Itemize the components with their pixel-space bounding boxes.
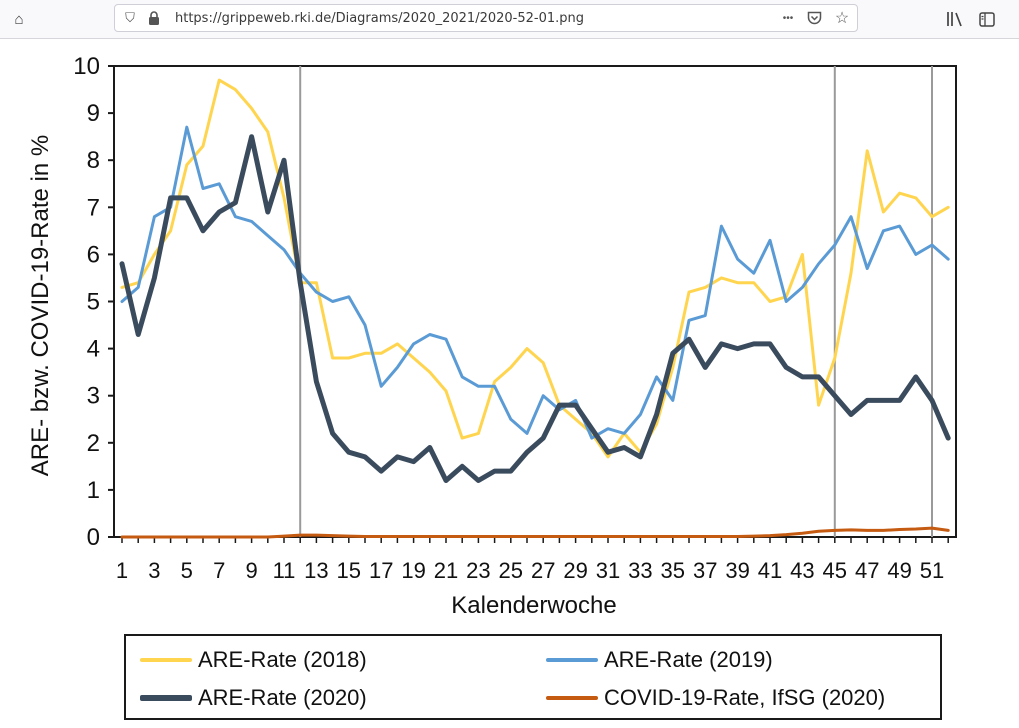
star-icon[interactable]: ☆ [834,10,850,27]
x-tick-label: 3 [148,558,160,583]
x-tick-label: 35 [661,558,685,583]
legend-label: ARE-Rate (2019) [604,647,773,672]
y-tick-label: 7 [87,194,100,221]
x-tick-label: 5 [181,558,193,583]
y-axis-label: ARE- bzw. COVID-19-Rate in % [27,135,54,476]
legend-swatch [140,695,192,701]
x-tick-label: 27 [531,558,555,583]
x-tick-label: 51 [920,558,944,583]
legend-label: ARE-Rate (2018) [198,647,367,672]
series-line-4 [120,526,950,539]
url-text[interactable]: https://grippeweb.rki.de/Diagrams/2020_2… [175,11,585,26]
x-tick-label: 29 [563,558,587,583]
y-tick-label: 9 [87,100,100,127]
x-tick-label: 1 [116,558,128,583]
legend-item-3: ARE-Rate (2020) [140,682,367,714]
x-tick-label: 21 [434,558,458,583]
x-tick-label: 41 [758,558,782,583]
legend-swatch [546,696,598,700]
shield-icon[interactable]: ⛉ [125,10,135,25]
y-tick-label: 5 [87,289,100,316]
x-tick-label: 17 [369,558,393,583]
library-icon[interactable] [944,8,966,30]
pocket-icon[interactable] [805,9,823,27]
x-tick-label: 31 [596,558,620,583]
series-line-1 [120,78,950,459]
more-icon[interactable]: ••• [782,12,794,24]
y-tick-label: 8 [87,147,100,174]
url-bar[interactable]: ⛉ https://grippeweb.rki.de/Diagrams/2020… [114,4,858,32]
legend-swatch [140,658,192,662]
series-line-2 [120,125,950,440]
x-tick-label: 37 [693,558,717,583]
x-tick-label: 43 [790,558,814,583]
x-tick-label: 33 [628,558,652,583]
x-axis-label: Kalenderwoche [451,592,616,619]
y-tick-label: 1 [87,477,100,504]
y-tick-label: 10 [73,53,100,80]
x-tick-label: 7 [213,558,225,583]
y-tick-label: 4 [87,336,100,363]
x-tick-label: 45 [823,558,847,583]
y-tick-label: 6 [87,241,100,268]
x-tick-label: 47 [855,558,879,583]
x-tick-label: 19 [401,558,425,583]
series-line-3 [119,134,951,483]
x-tick-label: 49 [887,558,911,583]
x-tick-label: 39 [725,558,749,583]
sidebar-icon[interactable] [976,8,998,30]
y-tick-label: 2 [87,430,100,457]
x-tick-label: 25 [499,558,523,583]
browser-toolbar: ⌂ ⛉ https://grippeweb.rki.de/Diagrams/20… [0,0,1019,39]
legend-label: ARE-Rate (2020) [198,685,367,710]
legend-item-1: ARE-Rate (2018) [140,644,367,676]
y-tick-label: 0 [87,524,100,551]
legend-item-4: COVID-19-Rate, IfSG (2020) [546,682,885,714]
x-tick-label: 23 [466,558,490,583]
x-tick-label: 11 [273,558,296,583]
lock-icon [145,9,163,27]
y-tick-label: 3 [87,383,100,410]
x-tick-label: 15 [337,558,361,583]
legend-label: COVID-19-Rate, IfSG (2020) [604,685,886,710]
legend-item-2: ARE-Rate (2019) [546,644,773,676]
legend-swatch [546,658,598,662]
x-tick-label: 13 [304,558,328,583]
chart-legend: ARE-Rate (2018) ARE-Rate (2019) ARE-Rate (… [124,634,942,720]
x-tick-label: 9 [245,558,257,583]
home-icon[interactable]: ⌂ [14,10,24,28]
plot-area [113,65,957,538]
